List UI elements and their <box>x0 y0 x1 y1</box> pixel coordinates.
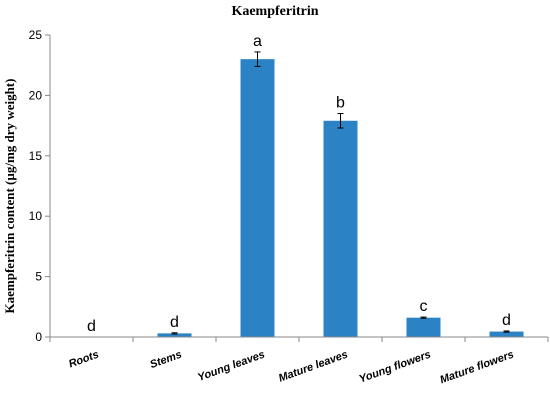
bar <box>157 333 192 337</box>
chart-title: Kaempferitrin <box>231 4 318 19</box>
significance-labels: d d a b c d <box>87 33 511 335</box>
x-tick-label: Mature flowers <box>438 349 515 387</box>
x-tick-label: Mature leaves <box>277 349 349 385</box>
x-axis-ticks: Roots Stems Young leaves Mature leaves Young… <box>49 337 549 387</box>
bar <box>489 331 524 337</box>
significance-label: c <box>420 298 428 315</box>
x-tick-label: Young leaves <box>196 349 266 384</box>
significance-label: d <box>170 314 179 331</box>
significance-label: b <box>336 95 345 112</box>
significance-label: d <box>502 312 511 329</box>
error-bar <box>503 330 510 333</box>
x-tick-label: Roots <box>67 349 100 371</box>
bar <box>240 59 275 337</box>
x-tick-label: Young flowers <box>358 349 433 386</box>
error-bar <box>337 113 344 129</box>
y-tick-label: 0 <box>35 330 42 344</box>
y-axis-ticks: 0 5 10 15 20 25 <box>29 28 50 344</box>
significance-label: a <box>253 33 262 50</box>
bar <box>406 317 441 337</box>
y-tick-label: 15 <box>29 149 43 163</box>
significance-label: d <box>87 318 96 335</box>
y-axis-label: Kaempferitrin content (µg/mg dry weight) <box>2 79 17 314</box>
error-bar <box>254 51 261 67</box>
bar <box>323 120 358 337</box>
bars <box>157 59 524 337</box>
y-tick-label: 25 <box>29 28 43 42</box>
error-bar <box>420 316 427 319</box>
y-tick-label: 20 <box>29 88 43 102</box>
error-bars <box>171 51 510 335</box>
x-tick-label: Stems <box>148 349 183 372</box>
y-tick-label: 5 <box>35 270 42 284</box>
error-bar <box>171 332 178 335</box>
y-tick-label: 10 <box>29 209 43 223</box>
